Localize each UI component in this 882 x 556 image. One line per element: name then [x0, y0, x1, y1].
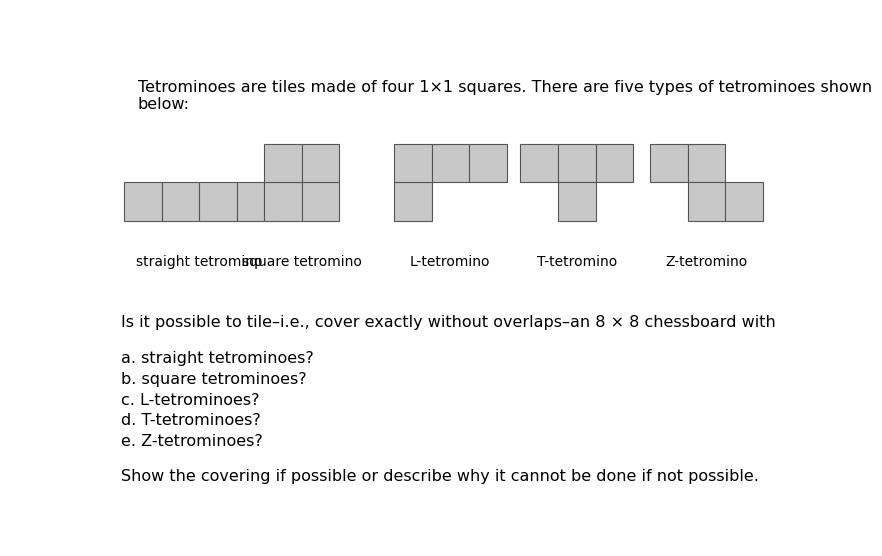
Bar [431, 144, 469, 182]
Text: a. straight tetrominoes?: a. straight tetrominoes? [121, 351, 313, 366]
Bar [595, 144, 633, 182]
Bar [469, 144, 507, 182]
Text: d. T-tetrominoes?: d. T-tetrominoes? [121, 413, 260, 428]
Bar [558, 144, 595, 182]
Bar [394, 144, 431, 182]
Bar [520, 144, 558, 182]
Bar [558, 182, 595, 221]
Text: Tetrominoes are tiles made of four 1×1 squares. There are five types of tetromin: Tetrominoes are tiles made of four 1×1 s… [138, 80, 871, 112]
Text: straight tetromino: straight tetromino [136, 255, 262, 269]
Bar [688, 182, 726, 221]
Text: e. Z-tetrominoes?: e. Z-tetrominoes? [121, 434, 262, 449]
Text: c. L-tetrominoes?: c. L-tetrominoes? [121, 393, 259, 408]
Bar [302, 182, 340, 221]
Bar [161, 182, 199, 221]
Bar [236, 182, 274, 221]
Bar [726, 182, 763, 221]
Bar [650, 144, 688, 182]
Text: Show the covering if possible or describe why it cannot be done if not possible.: Show the covering if possible or describ… [121, 469, 759, 484]
Text: Is it possible to tile–i.e., cover exactly without overlaps–an 8 × 8 chessboard : Is it possible to tile–i.e., cover exact… [121, 315, 775, 330]
Text: T-tetromino: T-tetromino [536, 255, 617, 269]
Bar [264, 144, 302, 182]
Bar [688, 144, 726, 182]
Bar [264, 182, 302, 221]
Bar [199, 182, 236, 221]
Text: L-tetromino: L-tetromino [410, 255, 490, 269]
Text: square tetromino: square tetromino [242, 255, 362, 269]
Bar [394, 182, 431, 221]
Text: Z-tetromino: Z-tetromino [666, 255, 748, 269]
Bar [302, 144, 340, 182]
Text: b. square tetrominoes?: b. square tetrominoes? [121, 372, 306, 387]
Bar [123, 182, 161, 221]
